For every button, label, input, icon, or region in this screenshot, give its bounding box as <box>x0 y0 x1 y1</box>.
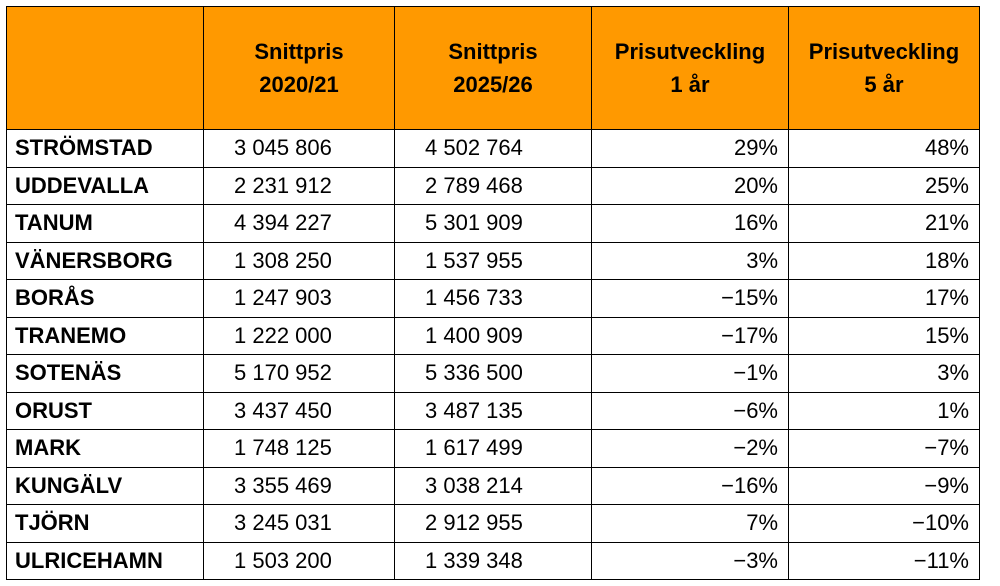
header-change-5-years: Prisutveckling 5 år <box>788 6 980 130</box>
table-row: BORÅS 1 247 903 1 456 733 −15% 17% <box>6 279 980 318</box>
change-1-year-cell: 16% <box>591 204 789 243</box>
header-change-1-year: Prisutveckling 1 år <box>591 6 789 130</box>
header-line: 2025/26 <box>453 72 533 97</box>
avg-price-2025-26-cell: 1 617 499 <box>394 429 592 468</box>
change-1-year-cell: −3% <box>591 541 789 580</box>
price-table: Snittpris 2020/21 Snittpris 2025/26 Pris… <box>6 6 980 580</box>
change-1-year-cell: 29% <box>591 129 789 168</box>
change-1-year-cell: −1% <box>591 354 789 393</box>
avg-price-2020-21-cell: 4 394 227 <box>203 204 395 243</box>
table-row: ORUST 3 437 450 3 487 135 −6% 1% <box>6 391 980 430</box>
avg-price-2025-26-cell: 5 301 909 <box>394 204 592 243</box>
avg-price-2025-26-cell: 4 502 764 <box>394 129 592 168</box>
avg-price-2025-26-cell: 2 912 955 <box>394 504 592 543</box>
avg-price-2020-21-cell: 1 748 125 <box>203 429 395 468</box>
avg-price-2025-26-cell: 1 400 909 <box>394 316 592 355</box>
change-1-year-cell: −2% <box>591 429 789 468</box>
municipality-cell: MARK <box>6 429 204 468</box>
change-5-years-cell: 1% <box>788 391 980 430</box>
avg-price-2025-26-cell: 2 789 468 <box>394 166 592 205</box>
table-row: TRANEMO 1 222 000 1 400 909 −17% 15% <box>6 316 980 355</box>
header-blank <box>6 6 204 130</box>
avg-price-2025-26-cell: 1 456 733 <box>394 279 592 318</box>
header-row: Snittpris 2020/21 Snittpris 2025/26 Pris… <box>6 6 980 130</box>
avg-price-2025-26-cell: 1 339 348 <box>394 541 592 580</box>
header-line: Prisutveckling <box>808 39 960 64</box>
avg-price-2020-21-cell: 1 308 250 <box>203 241 395 280</box>
change-1-year-cell: −16% <box>591 466 789 505</box>
avg-price-2020-21-cell: 2 231 912 <box>203 166 395 205</box>
change-5-years-cell: −7% <box>788 429 980 468</box>
table-body: STRÖMSTAD 3 045 806 4 502 764 29% 48% UDDEVAL… <box>6 129 980 580</box>
avg-price-2020-21-cell: 3 245 031 <box>203 504 395 543</box>
municipality-cell: SOTENÄS <box>6 354 204 393</box>
avg-price-2020-21-cell: 1 247 903 <box>203 279 395 318</box>
change-1-year-cell: 3% <box>591 241 789 280</box>
municipality-cell: ULRICEHAMN <box>6 541 204 580</box>
change-5-years-cell: −10% <box>788 504 980 543</box>
header-line: 5 år <box>864 72 904 97</box>
change-5-years-cell: 25% <box>788 166 980 205</box>
header-avg-price-2020-21: Snittpris 2020/21 <box>203 6 395 130</box>
table-row: ULRICEHAMN 1 503 200 1 339 348 −3% −11% <box>6 541 980 580</box>
change-5-years-cell: 48% <box>788 129 980 168</box>
change-5-years-cell: 3% <box>788 354 980 393</box>
table-row: SOTENÄS 5 170 952 5 336 500 −1% 3% <box>6 354 980 393</box>
change-5-years-cell: 18% <box>788 241 980 280</box>
municipality-cell: ORUST <box>6 391 204 430</box>
table-row: UDDEVALLA 2 231 912 2 789 468 20% 25% <box>6 166 980 205</box>
header-line: 2020/21 <box>259 72 339 97</box>
change-1-year-cell: −17% <box>591 316 789 355</box>
change-1-year-cell: 20% <box>591 166 789 205</box>
table-row: KUNGÄLV 3 355 469 3 038 214 −16% −9% <box>6 466 980 505</box>
change-5-years-cell: 15% <box>788 316 980 355</box>
avg-price-2020-21-cell: 1 503 200 <box>203 541 395 580</box>
avg-price-2025-26-cell: 3 038 214 <box>394 466 592 505</box>
change-5-years-cell: −11% <box>788 541 980 580</box>
avg-price-2020-21-cell: 3 437 450 <box>203 391 395 430</box>
change-1-year-cell: −15% <box>591 279 789 318</box>
avg-price-2020-21-cell: 3 045 806 <box>203 129 395 168</box>
table-row: STRÖMSTAD 3 045 806 4 502 764 29% 48% <box>6 129 980 168</box>
municipality-cell: VÄNERSBORG <box>6 241 204 280</box>
municipality-cell: BORÅS <box>6 279 204 318</box>
avg-price-2025-26-cell: 1 537 955 <box>394 241 592 280</box>
change-5-years-cell: 21% <box>788 204 980 243</box>
municipality-cell: STRÖMSTAD <box>6 129 204 168</box>
header-line: Snittpris <box>448 39 538 64</box>
avg-price-2025-26-cell: 5 336 500 <box>394 354 592 393</box>
avg-price-2025-26-cell: 3 487 135 <box>394 391 592 430</box>
municipality-cell: TANUM <box>6 204 204 243</box>
municipality-cell: TRANEMO <box>6 316 204 355</box>
change-5-years-cell: −9% <box>788 466 980 505</box>
avg-price-2020-21-cell: 3 355 469 <box>203 466 395 505</box>
avg-price-2020-21-cell: 1 222 000 <box>203 316 395 355</box>
table-row: MARK 1 748 125 1 617 499 −2% −7% <box>6 429 980 468</box>
municipality-cell: UDDEVALLA <box>6 166 204 205</box>
change-1-year-cell: 7% <box>591 504 789 543</box>
header-line: Prisutveckling <box>614 39 766 64</box>
header-line: 1 år <box>670 72 710 97</box>
table-row: TJÖRN 3 245 031 2 912 955 7% −10% <box>6 504 980 543</box>
table-row: VÄNERSBORG 1 308 250 1 537 955 3% 18% <box>6 241 980 280</box>
avg-price-2020-21-cell: 5 170 952 <box>203 354 395 393</box>
header-line: Snittpris <box>254 39 344 64</box>
municipality-cell: KUNGÄLV <box>6 466 204 505</box>
header-avg-price-2025-26: Snittpris 2025/26 <box>394 6 592 130</box>
change-1-year-cell: −6% <box>591 391 789 430</box>
municipality-cell: TJÖRN <box>6 504 204 543</box>
change-5-years-cell: 17% <box>788 279 980 318</box>
table-row: TANUM 4 394 227 5 301 909 16% 21% <box>6 204 980 243</box>
